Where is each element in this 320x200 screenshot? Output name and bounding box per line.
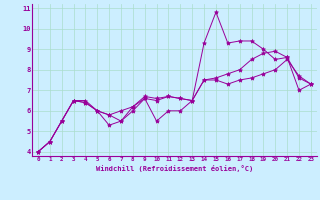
- X-axis label: Windchill (Refroidissement éolien,°C): Windchill (Refroidissement éolien,°C): [96, 165, 253, 172]
